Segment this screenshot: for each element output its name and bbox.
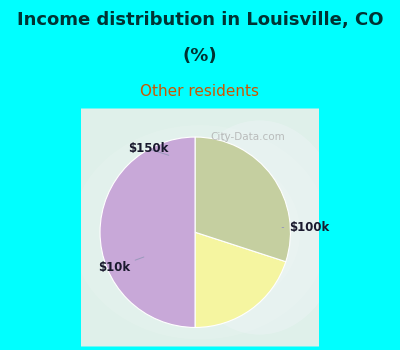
Ellipse shape (72, 125, 328, 340)
Text: 🔍: 🔍 (221, 133, 226, 141)
Text: $150k: $150k (129, 142, 169, 155)
Text: Income distribution in Louisville, CO: Income distribution in Louisville, CO (17, 11, 383, 29)
Text: (%): (%) (183, 47, 217, 65)
FancyBboxPatch shape (81, 108, 319, 346)
Text: Other residents: Other residents (140, 84, 260, 99)
Text: $10k: $10k (98, 257, 144, 274)
Text: $100k: $100k (282, 221, 330, 234)
Ellipse shape (176, 120, 343, 335)
Wedge shape (195, 137, 290, 262)
Ellipse shape (128, 173, 272, 292)
Text: City-Data.com: City-Data.com (210, 132, 285, 142)
Wedge shape (195, 232, 286, 328)
Wedge shape (100, 137, 195, 328)
Ellipse shape (100, 149, 300, 316)
